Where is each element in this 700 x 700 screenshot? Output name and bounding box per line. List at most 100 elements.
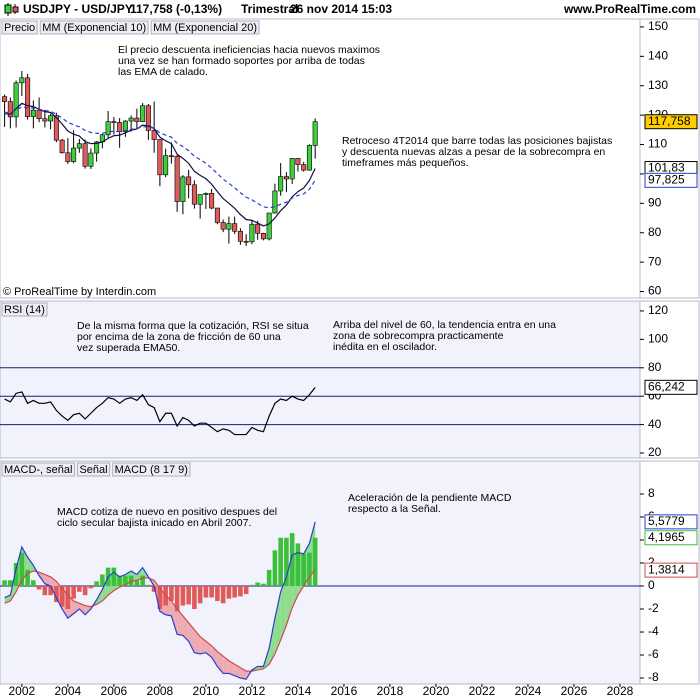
legend-entry: MM (Exponencial 20) — [153, 22, 257, 34]
axis-panel — [639, 300, 700, 459]
candle-body — [82, 143, 88, 167]
histogram-bar — [134, 580, 140, 587]
histogram-bar — [100, 574, 105, 587]
annotation: respecto a la Señal. — [348, 503, 441, 515]
x-tick-label: 2024 — [515, 684, 542, 698]
annotation: timeframes más pequeños. — [342, 157, 469, 169]
y-tick-label: -4 — [648, 624, 659, 638]
y-tick-label: 20 — [648, 445, 662, 459]
cross-fill — [280, 576, 287, 641]
y-tick-label: 8 — [648, 486, 655, 500]
y-tick-label: 2 — [648, 555, 655, 569]
candle-body — [243, 240, 249, 243]
candle-body — [203, 193, 209, 195]
candle-body — [25, 77, 31, 117]
histogram-bar — [151, 586, 157, 592]
legend-box — [112, 462, 191, 477]
cross-fill — [188, 622, 195, 653]
candle-body — [209, 193, 215, 209]
annotation: y descuenta nuevas alzas a pesar de la s… — [342, 146, 605, 158]
histogram-bar — [42, 586, 48, 596]
x-tick-label: 2020 — [423, 684, 450, 698]
annotation: vez superada EMA50. — [77, 342, 180, 354]
legend-entry: MM (Exponencial 10) — [42, 22, 146, 34]
candle-body — [191, 184, 197, 205]
cross-fill — [211, 645, 218, 667]
y-tick-label: 80 — [648, 360, 662, 374]
y-tick-label: 40 — [648, 417, 662, 431]
x-tick-label: 2008 — [147, 684, 174, 698]
candle-body — [128, 117, 134, 122]
annotation: Arriba del nivel de 60, la tendencia ent… — [333, 319, 556, 331]
histogram-bar — [295, 543, 301, 587]
y-tick-label: -8 — [648, 670, 659, 684]
histogram-bar — [180, 586, 186, 606]
histogram-bar — [65, 586, 71, 610]
histogram-bar — [13, 563, 19, 587]
price-marker-label: 5,5779 — [648, 514, 685, 528]
legend-entry: MACD (8 17 9) — [115, 464, 188, 476]
annotation: De la misma forma que la cotización, RSI… — [77, 320, 309, 332]
candle-body — [53, 115, 59, 141]
histogram-bar — [209, 586, 214, 598]
candle-body — [214, 207, 220, 223]
candle-body — [220, 222, 226, 230]
legend-entry: Señal — [79, 464, 107, 476]
candle-body — [249, 223, 255, 243]
histogram-bar — [77, 586, 82, 592]
symbol: USDJPY - USD/JPY — [23, 2, 133, 16]
candle-body — [19, 77, 25, 84]
candle-body — [36, 109, 42, 119]
histogram-bar — [19, 552, 25, 587]
candle-body — [59, 139, 65, 154]
histogram-bar — [284, 537, 289, 587]
histogram-bar — [312, 537, 318, 587]
series-line — [4, 521, 316, 680]
y-tick-label: 140 — [648, 49, 668, 63]
x-tick-label: 2028 — [607, 684, 634, 698]
candle-body — [48, 115, 54, 122]
histogram-bar — [186, 586, 191, 605]
y-tick-label: -6 — [648, 647, 659, 661]
candle-body — [71, 147, 77, 162]
legend-box — [39, 20, 149, 35]
histogram-bar — [25, 569, 30, 587]
panel — [0, 18, 641, 299]
histogram-bar — [111, 567, 117, 587]
quote: 117,758 (-0,13%) — [130, 2, 222, 16]
candle-body — [295, 158, 301, 165]
price-marker — [644, 562, 698, 578]
legend-entry: Precio — [4, 22, 35, 34]
y-tick-label: 150 — [648, 19, 668, 33]
x-tick-label: 2016 — [331, 684, 358, 698]
cross-fill — [234, 664, 241, 679]
axis-panel — [639, 18, 700, 299]
cross-fill — [73, 600, 80, 614]
annotation: El precio descuenta ineficiencias hacia … — [118, 44, 380, 56]
legend-entry: RSI (14) — [4, 304, 45, 316]
histogram-bar — [117, 575, 122, 587]
candle-body — [42, 118, 48, 122]
candle-body — [157, 139, 163, 176]
histogram-bar — [31, 580, 36, 587]
candle-body — [197, 194, 203, 205]
histogram-bar — [289, 533, 295, 587]
candle-body — [272, 190, 278, 214]
histogram-bar — [301, 553, 306, 587]
histogram-bar — [272, 550, 278, 587]
histogram-bar — [174, 586, 180, 612]
legend-entry: MACD-, señal — [4, 464, 72, 476]
histogram-bar — [203, 586, 209, 598]
cross-fill — [200, 636, 206, 654]
cross-fill — [274, 591, 281, 654]
candle-body — [237, 230, 243, 242]
histogram-bar — [261, 583, 266, 587]
price-marker-label: 1,3814 — [648, 562, 685, 576]
candle-body — [7, 101, 13, 118]
candle-body — [145, 105, 151, 131]
x-tick-label: 2022 — [469, 684, 496, 698]
histogram-bar — [54, 586, 59, 603]
candle-body — [105, 121, 111, 136]
candle-body — [180, 176, 186, 202]
